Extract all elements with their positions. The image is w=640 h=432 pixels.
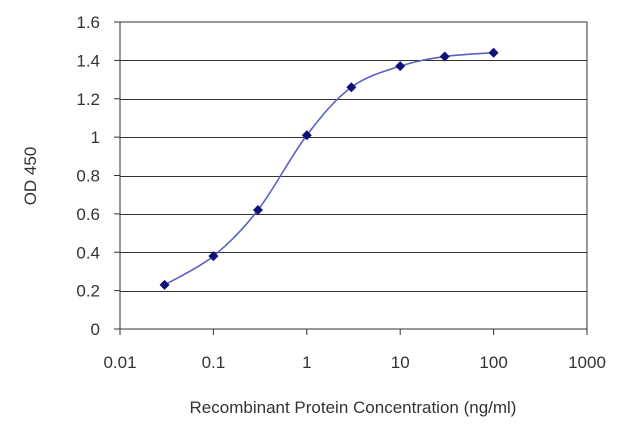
data-point-2 (252, 205, 263, 216)
y-axis-title: OD 450 (21, 147, 40, 206)
y-tick-label-7: 1.4 (76, 51, 100, 70)
data-point-7 (488, 47, 499, 58)
data-point-3 (301, 130, 312, 141)
data-point-6 (439, 51, 450, 62)
x-ticks-layer: 0.01 0.1 1 10 100 1000 (103, 329, 606, 372)
data-point-0 (159, 279, 170, 290)
x-axis-title: Recombinant Protein Concentration (ng/ml… (190, 398, 517, 417)
y-tick-label-6: 1.2 (76, 90, 100, 109)
x-tick-label-2: 1 (302, 353, 311, 372)
plot-frame (119, 21, 588, 330)
y-tick-label-5: 1 (91, 128, 100, 147)
x-tick-label-5: 1000 (568, 353, 606, 372)
y-tick-label-4: 0.8 (76, 167, 100, 186)
x-tick-label-4: 100 (479, 353, 507, 372)
y-tick-label-8: 1.6 (76, 13, 100, 32)
data-point-5 (395, 61, 406, 72)
y-ticks-layer: 0 0.2 0.4 0.6 0.8 1 1.2 1.4 1.6 (76, 13, 120, 339)
series-line (164, 51, 494, 286)
grid-layer (120, 60, 587, 292)
data-point-1 (208, 251, 219, 262)
markers-layer (159, 47, 499, 290)
y-tick-label-2: 0.4 (76, 243, 100, 262)
x-tick-label-0: 0.01 (103, 353, 136, 372)
x-tick-label-1: 0.1 (202, 353, 226, 372)
x-tick-label-3: 10 (391, 353, 410, 372)
y-tick-label-3: 0.6 (76, 205, 100, 224)
y-tick-label-0: 0 (91, 320, 100, 339)
y-tick-label-1: 0.2 (76, 282, 100, 301)
data-point-4 (346, 82, 357, 93)
